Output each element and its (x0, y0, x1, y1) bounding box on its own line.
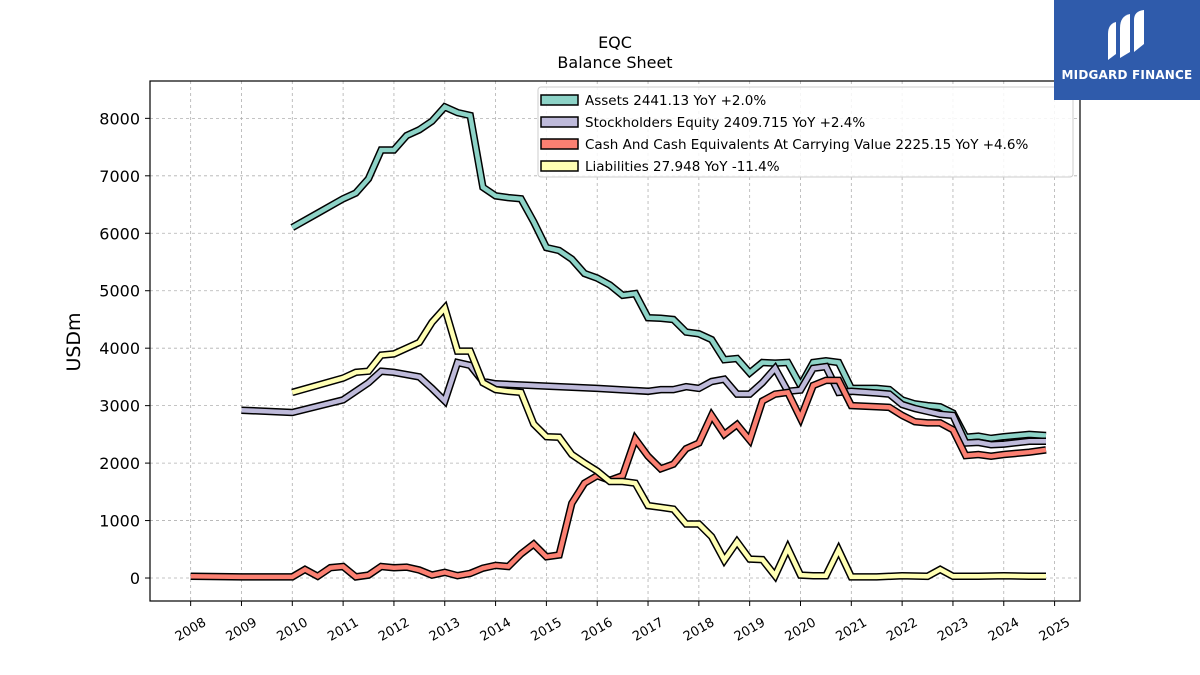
plot-frame (149, 80, 1081, 602)
legend-entry: Cash And Cash Equivalents At Carrying Va… (585, 137, 1029, 153)
x-tick-label: 2012 (376, 615, 412, 645)
x-tick-label: 2025 (1037, 615, 1073, 645)
y-tick-label: 1000 (99, 512, 140, 531)
x-tick-label: 2010 (274, 615, 310, 645)
x-tick-label: 2021 (833, 615, 869, 645)
x-tick-label: 2008 (173, 615, 209, 645)
chart-title: EQC (598, 33, 632, 52)
x-tick-label: 2014 (478, 615, 514, 645)
series-lines (190, 102, 1047, 583)
midgard-finance-logo: MIDGARD FINANCE (1054, 0, 1200, 100)
x-tick-label: 2018 (681, 615, 717, 645)
series-stockholders-equity-line (241, 359, 1046, 447)
x-tick-label: 2023 (935, 615, 971, 645)
legend-swatch (540, 160, 579, 172)
series-assets-line (291, 104, 1047, 441)
x-tick-label: 2016 (579, 615, 615, 645)
y-axis-label: USDm (63, 312, 85, 371)
x-tick-label: 2013 (427, 615, 463, 645)
y-tick-label: 5000 (99, 282, 140, 301)
chart-subtitle: Balance Sheet (557, 53, 672, 72)
x-tick-label: 2022 (884, 615, 920, 645)
x-tick-label: 2017 (630, 615, 666, 645)
legend: Assets 2441.13 YoY +2.0% Stockholders Equ… (537, 86, 1074, 178)
legend-entry: Assets 2441.13 YoY +2.0% (585, 93, 766, 109)
series-cash-and-cash-equivalents-at-carrying-value-line (190, 378, 1047, 580)
x-tick-label: 2024 (986, 615, 1022, 645)
x-tick-label: 2009 (224, 615, 260, 645)
y-tick-label: 7000 (99, 167, 140, 186)
legend-swatch (540, 94, 579, 106)
x-tick-label: 2020 (783, 615, 819, 645)
legend-swatch (540, 116, 579, 128)
x-tick-label: 2011 (325, 615, 361, 645)
series-liabilities-line (291, 303, 1046, 580)
logo-mark-icon (1108, 10, 1144, 60)
logo-text: MIDGARD FINANCE (1061, 68, 1193, 82)
y-tick-label: 6000 (99, 224, 140, 243)
legend-swatch (540, 138, 579, 150)
y-tick-label: 3000 (99, 397, 140, 416)
y-tick-label: 8000 (99, 109, 140, 128)
legend-entry: Stockholders Equity 2409.715 YoY +2.4% (585, 115, 865, 131)
axis-ticks: 0 1000 2000 3000 4000 5000 6000 7000 8000 2008 200… (99, 109, 1073, 644)
x-tick-label: 2015 (529, 615, 565, 645)
y-tick-label: 4000 (99, 339, 140, 358)
legend-frame (537, 86, 1074, 178)
x-tick-label: 2019 (732, 615, 768, 645)
legend-entry: Liabilities 27.948 YoY -11.4% (585, 159, 780, 175)
y-tick-label: 2000 (99, 454, 140, 473)
y-tick-label: 0 (130, 569, 140, 588)
